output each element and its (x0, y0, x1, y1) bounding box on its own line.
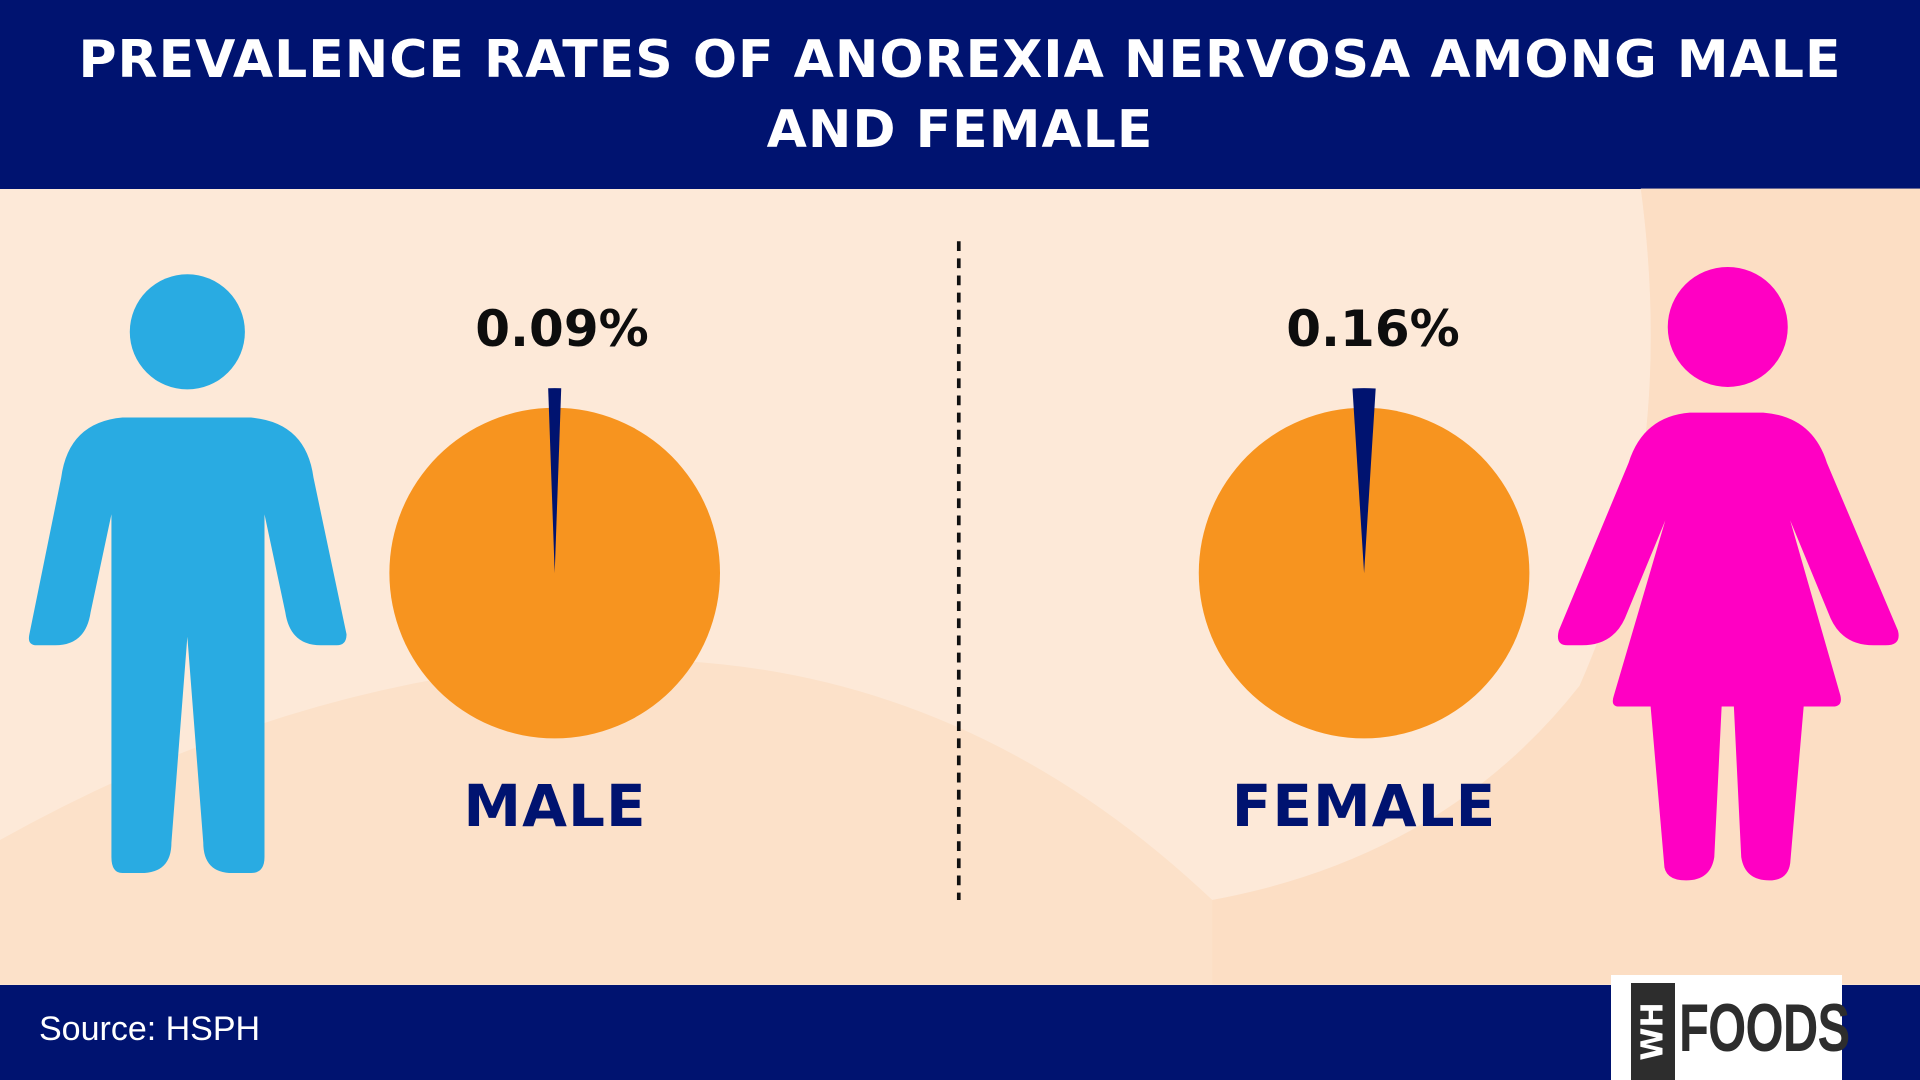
logo-mark: WH (1631, 983, 1675, 1080)
source-text: Source: HSPH (39, 1010, 261, 1048)
logo-text: FOODS (1679, 990, 1850, 1066)
footer-bar (0, 985, 1920, 1080)
female-pie-slice (1352, 388, 1376, 574)
male-category-label: MALE (463, 772, 647, 840)
female-category-label: FEMALE (1231, 772, 1497, 840)
male-percent-label: 0.09% (475, 300, 649, 358)
male-pie-slice (548, 388, 562, 574)
female-percent-label: 0.16% (1286, 300, 1460, 358)
male-figure-icon (28, 274, 347, 874)
background-wave (0, 188, 1920, 985)
whfoods-logo: WH FOODS (1611, 975, 1850, 1080)
male-pie-remainder (389, 407, 720, 739)
chart-title: PREVALENCE RATES OF ANOREXIA NERVOSA AMO… (78, 29, 1842, 160)
female-figure-icon (1557, 266, 1899, 881)
female-pie-remainder (1198, 407, 1530, 739)
header-banner: PREVALENCE RATES OF ANOREXIA NERVOSA AMO… (0, 0, 1920, 189)
